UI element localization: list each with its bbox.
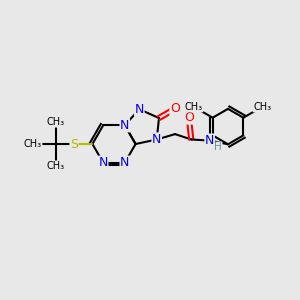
Text: N: N [120, 119, 130, 132]
Text: O: O [184, 111, 194, 124]
Text: CH₃: CH₃ [185, 102, 203, 112]
Text: N: N [98, 156, 108, 169]
Text: N: N [120, 156, 130, 169]
Text: N: N [152, 133, 161, 146]
Text: CH₃: CH₃ [253, 102, 271, 112]
Text: O: O [170, 102, 180, 115]
Text: CH₃: CH₃ [24, 139, 42, 149]
Text: CH₃: CH₃ [46, 161, 65, 171]
Text: CH₃: CH₃ [46, 117, 65, 127]
Text: N: N [135, 103, 144, 116]
Text: N: N [205, 134, 214, 147]
Text: S: S [70, 137, 78, 151]
Text: H: H [214, 142, 222, 152]
